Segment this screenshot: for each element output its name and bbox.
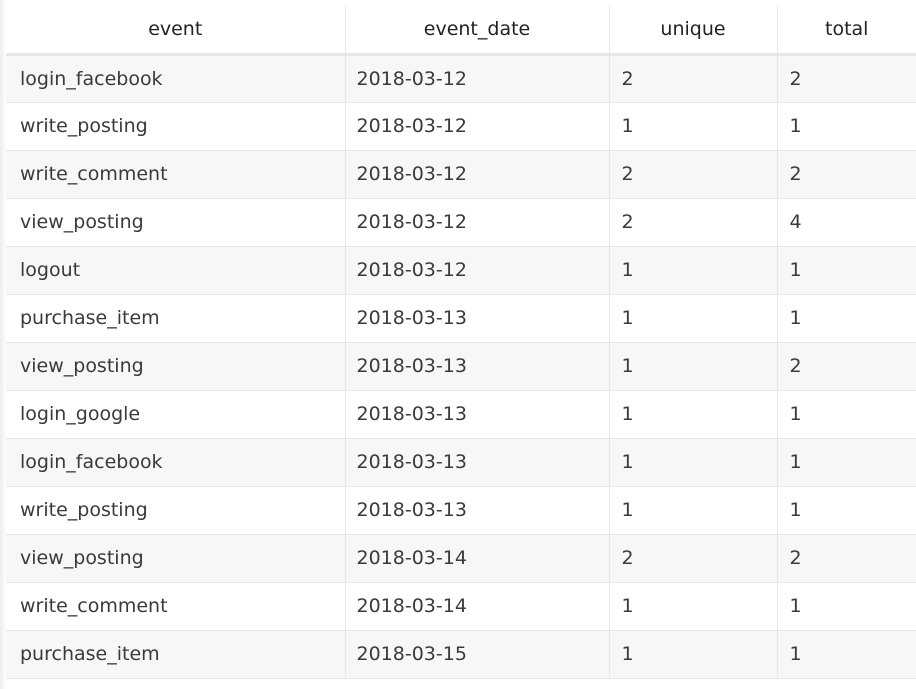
cell-event: view_posting bbox=[6, 534, 346, 583]
cell-event-date: 2018-03-12 bbox=[345, 150, 610, 199]
cell-unique: 2 bbox=[609, 198, 778, 247]
results-table: event event_date unique total login_face… bbox=[6, 6, 916, 679]
cell-unique: 1 bbox=[609, 102, 778, 151]
cell-unique: 1 bbox=[609, 630, 778, 679]
cell-event-date: 2018-03-12 bbox=[345, 246, 610, 295]
table-row: view_posting 2018-03-14 2 2 bbox=[6, 534, 916, 583]
column-header-total[interactable]: total bbox=[777, 6, 916, 56]
cell-total: 1 bbox=[777, 246, 916, 295]
table-row: purchase_item 2018-03-13 1 1 bbox=[6, 294, 916, 343]
table-row: write_posting 2018-03-12 1 1 bbox=[6, 102, 916, 151]
cell-event: write_comment bbox=[6, 150, 346, 199]
column-header-unique[interactable]: unique bbox=[609, 6, 778, 56]
cell-event: purchase_item bbox=[6, 630, 346, 679]
cell-event-date: 2018-03-13 bbox=[345, 390, 610, 439]
cell-event-date: 2018-03-13 bbox=[345, 342, 610, 391]
cell-total: 2 bbox=[777, 534, 916, 583]
table-row: write_comment 2018-03-14 1 1 bbox=[6, 582, 916, 631]
cell-unique: 1 bbox=[609, 246, 778, 295]
cell-event: login_facebook bbox=[6, 438, 346, 487]
cell-unique: 1 bbox=[609, 486, 778, 535]
cell-event: write_posting bbox=[6, 486, 346, 535]
cell-event: login_google bbox=[6, 390, 346, 439]
cell-event-date: 2018-03-15 bbox=[345, 630, 610, 679]
cell-total: 1 bbox=[777, 390, 916, 439]
cell-unique: 1 bbox=[609, 390, 778, 439]
cell-event: view_posting bbox=[6, 342, 346, 391]
cell-total: 2 bbox=[777, 150, 916, 199]
cell-total: 4 bbox=[777, 198, 916, 247]
cell-unique: 1 bbox=[609, 582, 778, 631]
cell-unique: 1 bbox=[609, 438, 778, 487]
cell-event-date: 2018-03-14 bbox=[345, 534, 610, 583]
table-row: view_posting 2018-03-13 1 2 bbox=[6, 342, 916, 391]
cell-unique: 1 bbox=[609, 342, 778, 391]
cell-unique: 2 bbox=[609, 150, 778, 199]
cell-event: purchase_item bbox=[6, 294, 346, 343]
table-row: write_comment 2018-03-12 2 2 bbox=[6, 150, 916, 199]
cell-event-date: 2018-03-14 bbox=[345, 582, 610, 631]
cell-event: login_facebook bbox=[6, 54, 346, 103]
cell-total: 1 bbox=[777, 630, 916, 679]
cell-event-date: 2018-03-12 bbox=[345, 54, 610, 103]
cell-total: 1 bbox=[777, 102, 916, 151]
table-row: login_google 2018-03-13 1 1 bbox=[6, 390, 916, 439]
top-spacer bbox=[6, 0, 916, 6]
cell-event-date: 2018-03-13 bbox=[345, 486, 610, 535]
cell-event: view_posting bbox=[6, 198, 346, 247]
cell-total: 2 bbox=[777, 342, 916, 391]
column-header-event-date[interactable]: event_date bbox=[345, 6, 610, 56]
table-header-row: event event_date unique total bbox=[6, 6, 916, 56]
cell-event: write_posting bbox=[6, 102, 346, 151]
cell-unique: 2 bbox=[609, 54, 778, 103]
cell-unique: 1 bbox=[609, 294, 778, 343]
cell-total: 1 bbox=[777, 438, 916, 487]
cell-event: logout bbox=[6, 246, 346, 295]
table-row: login_facebook 2018-03-13 1 1 bbox=[6, 438, 916, 487]
cell-event-date: 2018-03-12 bbox=[345, 102, 610, 151]
cell-unique: 2 bbox=[609, 534, 778, 583]
table-row: write_posting 2018-03-13 1 1 bbox=[6, 486, 916, 535]
cell-total: 1 bbox=[777, 486, 916, 535]
table-row: view_posting 2018-03-12 2 4 bbox=[6, 198, 916, 247]
table-row: logout 2018-03-12 1 1 bbox=[6, 246, 916, 295]
cell-event-date: 2018-03-13 bbox=[345, 438, 610, 487]
cell-event-date: 2018-03-13 bbox=[345, 294, 610, 343]
column-header-event[interactable]: event bbox=[6, 6, 346, 56]
table-row: purchase_item 2018-03-15 1 1 bbox=[6, 630, 916, 679]
table-row: login_facebook 2018-03-12 2 2 bbox=[6, 54, 916, 103]
cell-total: 1 bbox=[777, 582, 916, 631]
cell-total: 2 bbox=[777, 54, 916, 103]
cell-event-date: 2018-03-12 bbox=[345, 198, 610, 247]
cell-event: write_comment bbox=[6, 582, 346, 631]
cell-total: 1 bbox=[777, 294, 916, 343]
